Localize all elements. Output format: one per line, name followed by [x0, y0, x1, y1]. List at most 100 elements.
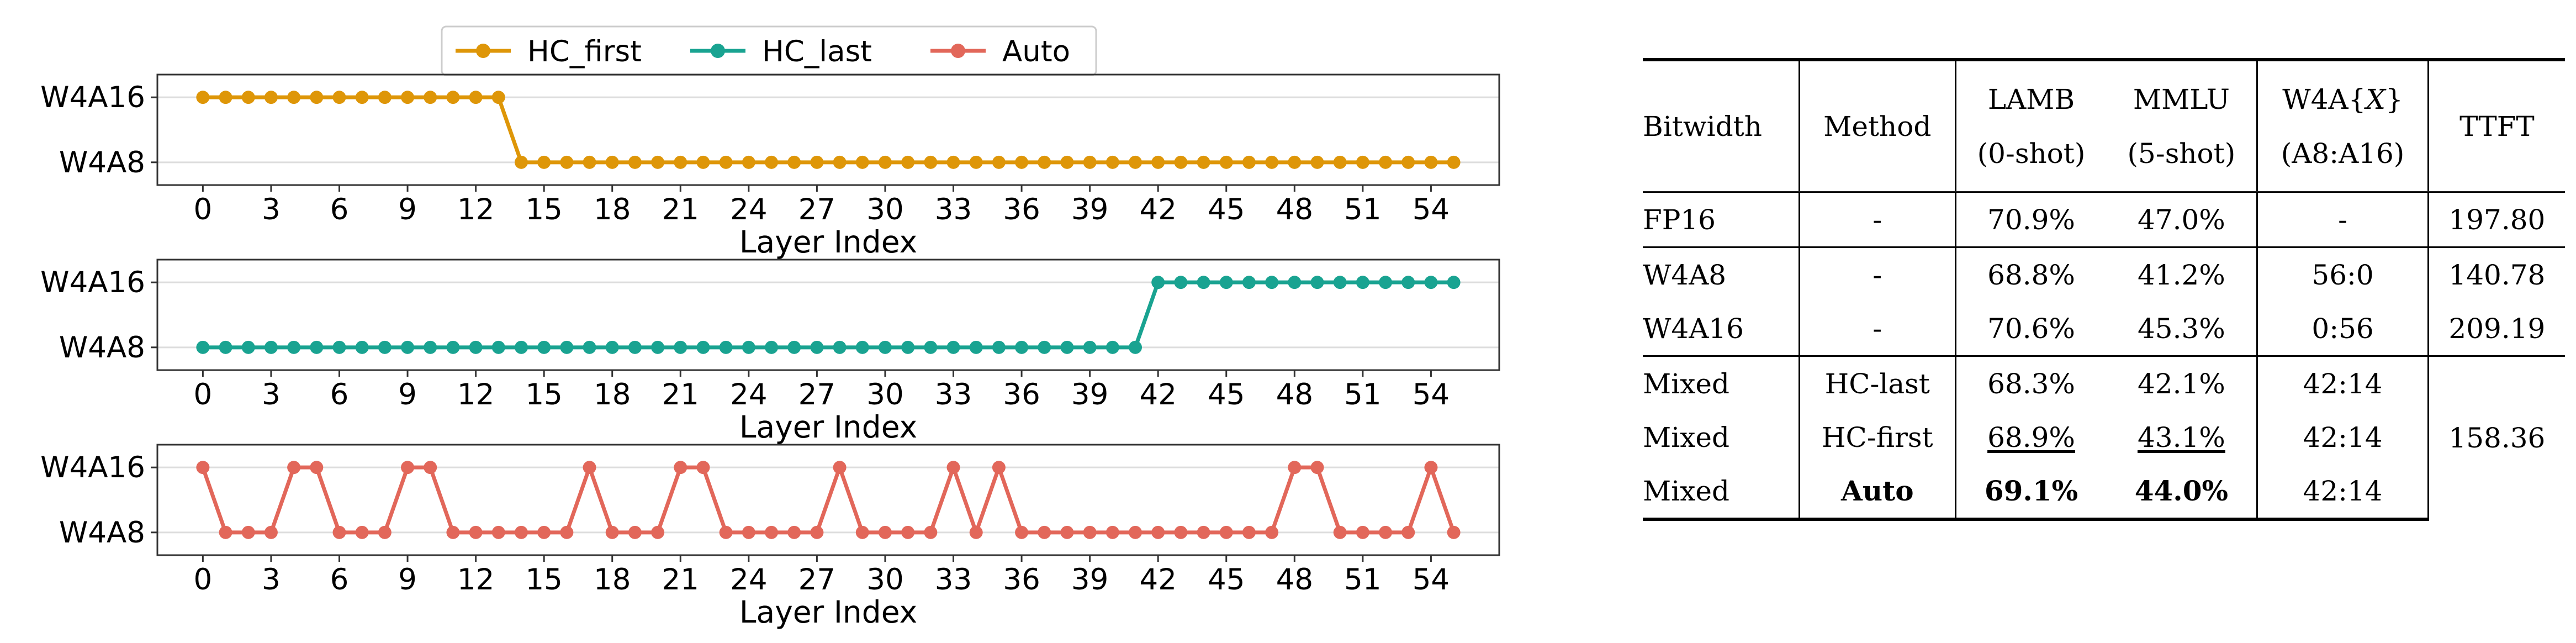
legend-marker: [711, 44, 725, 58]
data-point: [401, 91, 415, 104]
data-point: [1424, 155, 1438, 169]
data-point: [1197, 525, 1210, 539]
x-tick-label: 54: [1413, 193, 1450, 226]
x-tick-label: 15: [525, 563, 562, 597]
x-tick-label: 24: [730, 193, 767, 226]
data-point: [1105, 525, 1119, 539]
x-tick-label: 33: [935, 193, 972, 226]
table-row-w4a8: W4A8 - 68.8% 41.2% 56:0 140.78: [1643, 246, 2565, 302]
data-point: [1105, 155, 1119, 169]
x-tick-label: 15: [525, 193, 562, 226]
x-tick-label: 18: [594, 563, 631, 597]
data-point: [1151, 276, 1165, 289]
x-tick-label: 6: [330, 563, 349, 597]
header-lamb: LAMB (0-shot): [1955, 58, 2107, 192]
x-tick-label: 51: [1344, 378, 1381, 412]
x-tick-label: 0: [194, 193, 213, 226]
x-tick-label: 45: [1208, 563, 1245, 597]
data-point: [833, 340, 847, 354]
table-header-row: Bitwidth Method LAMB (0-shot) MMLU (5-shot…: [1643, 58, 2565, 192]
data-point: [992, 461, 1006, 475]
legend-entry-hc_last: HC_last: [690, 35, 872, 68]
x-tick-label: 6: [330, 378, 349, 412]
data-point: [651, 155, 665, 169]
data-point: [674, 340, 687, 354]
data-point: [196, 91, 210, 104]
legend-marker: [951, 44, 965, 58]
data-point: [1265, 525, 1279, 539]
data-point: [332, 91, 346, 104]
x-axis-label: Layer Index: [739, 594, 917, 630]
data-point: [1447, 276, 1461, 289]
x-tick-label: 3: [262, 378, 281, 412]
data-point: [1401, 525, 1415, 539]
data-point: [1288, 461, 1302, 475]
x-tick-label: 48: [1276, 193, 1313, 226]
data-point: [219, 340, 232, 354]
data-point: [1379, 155, 1393, 169]
data-point: [1151, 155, 1165, 169]
data-point: [219, 525, 232, 539]
data-point: [560, 155, 574, 169]
data-point: [355, 340, 369, 354]
x-tick-label: 36: [1003, 193, 1040, 226]
data-point: [219, 91, 232, 104]
data-point: [674, 155, 687, 169]
data-point: [378, 525, 392, 539]
data-point: [924, 525, 938, 539]
x-tick-label: 30: [866, 193, 903, 226]
data-point: [287, 91, 301, 104]
legend-label: HC_last: [762, 35, 872, 68]
data-point: [1333, 525, 1347, 539]
data-point: [537, 525, 551, 539]
data-point: [1060, 340, 1074, 354]
legend-entry-hc_first: HC_first: [456, 35, 642, 68]
x-tick-label: 54: [1413, 378, 1450, 412]
data-point: [1219, 276, 1233, 289]
data-point: [674, 461, 687, 475]
x-tick-label: 51: [1344, 193, 1381, 226]
x-tick-label: 9: [398, 378, 417, 412]
data-point: [992, 155, 1006, 169]
data-point: [1401, 276, 1415, 289]
data-point: [310, 91, 324, 104]
data-point: [1265, 276, 1279, 289]
table-row-w4a16: W4A16 - 70.6% 45.3% 0:56 209.19: [1643, 302, 2565, 356]
data-point: [946, 155, 960, 169]
legend-marker: [476, 44, 490, 58]
data-point: [605, 340, 619, 354]
x-tick-label: 33: [935, 563, 972, 597]
data-point: [969, 525, 983, 539]
data-point: [1038, 340, 1051, 354]
data-point: [787, 155, 801, 169]
data-point: [355, 525, 369, 539]
data-point: [992, 340, 1006, 354]
data-point: [1105, 340, 1119, 354]
x-tick-label: 18: [594, 378, 631, 412]
x-tick-label: 12: [457, 193, 494, 226]
data-point: [765, 525, 779, 539]
x-axis-label: Layer Index: [739, 224, 917, 260]
data-point: [833, 461, 847, 475]
data-point: [1129, 155, 1142, 169]
x-tick-label: 21: [662, 563, 699, 597]
data-point: [1038, 525, 1051, 539]
data-point: [310, 340, 324, 354]
data-point: [1197, 276, 1210, 289]
y-tick-label: W4A16: [40, 266, 145, 299]
data-point: [1356, 155, 1369, 169]
data-point: [969, 155, 983, 169]
data-point: [355, 91, 369, 104]
data-point: [810, 340, 824, 354]
header-w4ax: W4A{X} (A8:A16): [2257, 58, 2429, 192]
data-point: [1310, 155, 1324, 169]
table-row-mixed-auto: Mixed Auto 69.1% 44.0% 42:14: [1643, 464, 2565, 521]
data-point: [401, 461, 415, 475]
data-point: [1060, 155, 1074, 169]
x-tick-label: 0: [194, 563, 213, 597]
results-table: Bitwidth Method LAMB (0-shot) MMLU (5-shot…: [1643, 58, 2565, 521]
data-point: [264, 525, 278, 539]
plot-frame: [156, 259, 1500, 371]
data-point: [446, 525, 460, 539]
data-point: [969, 340, 983, 354]
